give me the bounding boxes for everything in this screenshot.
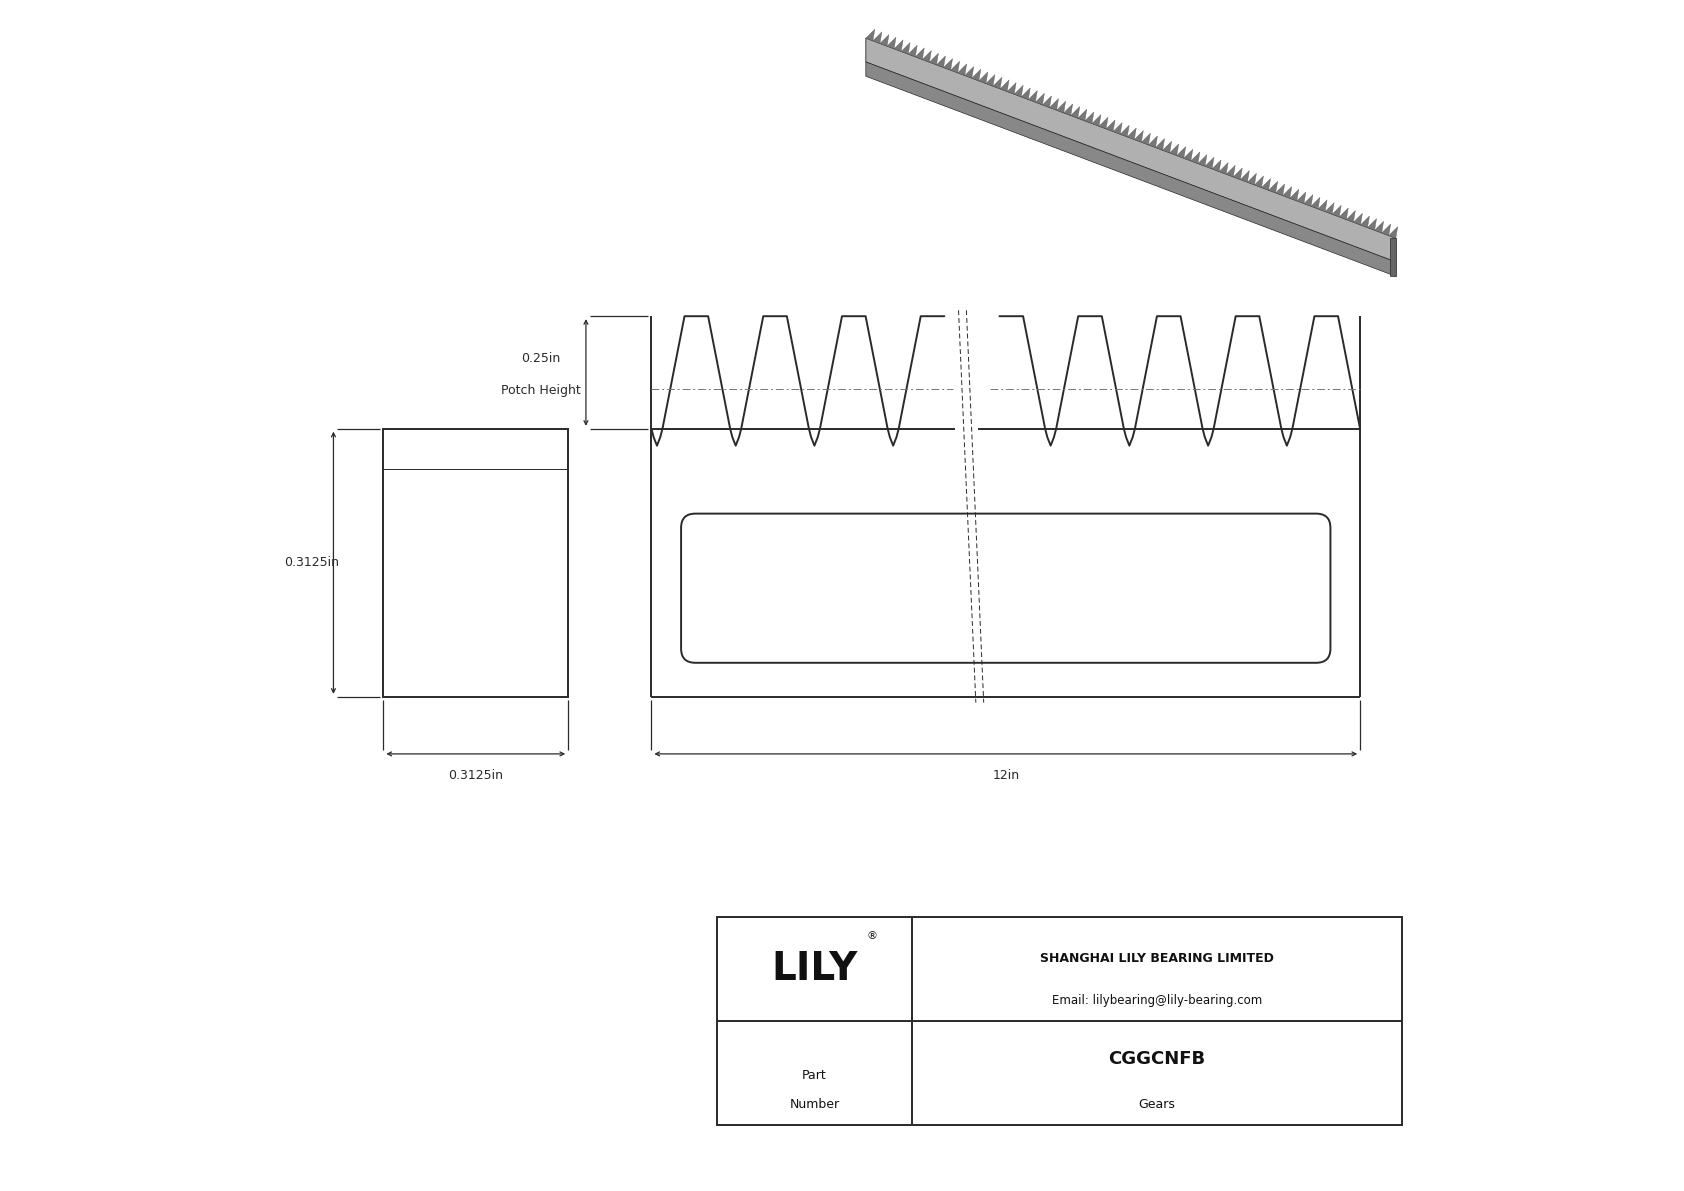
Polygon shape <box>916 48 925 60</box>
Polygon shape <box>1197 155 1207 167</box>
Polygon shape <box>1135 131 1143 142</box>
Polygon shape <box>1120 125 1130 137</box>
Polygon shape <box>872 32 882 43</box>
Polygon shape <box>923 50 931 62</box>
Polygon shape <box>1241 170 1250 182</box>
Polygon shape <box>1106 120 1115 131</box>
Polygon shape <box>943 58 953 70</box>
Text: 0.3125in: 0.3125in <box>285 556 340 569</box>
Polygon shape <box>1361 216 1369 227</box>
Polygon shape <box>936 56 945 68</box>
Polygon shape <box>1332 205 1340 217</box>
Text: LILY: LILY <box>771 950 857 989</box>
Polygon shape <box>1084 112 1095 124</box>
Polygon shape <box>1042 96 1051 107</box>
Polygon shape <box>978 71 989 83</box>
Polygon shape <box>1389 226 1398 238</box>
Polygon shape <box>1283 187 1292 198</box>
Polygon shape <box>1029 91 1037 102</box>
Polygon shape <box>1367 219 1376 230</box>
Polygon shape <box>866 38 1396 262</box>
Polygon shape <box>1191 152 1201 163</box>
Polygon shape <box>1233 168 1243 180</box>
Polygon shape <box>1374 222 1384 233</box>
Polygon shape <box>985 75 995 86</box>
Polygon shape <box>1056 101 1066 113</box>
Polygon shape <box>1091 114 1101 126</box>
Polygon shape <box>965 67 973 79</box>
Text: SHANGHAI LILY BEARING LIMITED: SHANGHAI LILY BEARING LIMITED <box>1041 953 1273 965</box>
Polygon shape <box>1071 106 1079 118</box>
Polygon shape <box>908 45 918 57</box>
Polygon shape <box>1212 160 1221 172</box>
Polygon shape <box>1312 198 1320 208</box>
Polygon shape <box>1248 173 1256 185</box>
Polygon shape <box>1155 138 1165 150</box>
Text: 0.25in: 0.25in <box>520 351 561 364</box>
Polygon shape <box>1064 104 1073 116</box>
Polygon shape <box>1389 238 1396 276</box>
Polygon shape <box>901 43 909 54</box>
Polygon shape <box>1268 181 1278 193</box>
Polygon shape <box>894 39 903 51</box>
Text: 0.3125in: 0.3125in <box>448 769 504 781</box>
Polygon shape <box>1219 163 1228 174</box>
Polygon shape <box>881 35 889 46</box>
Text: Part: Part <box>802 1070 827 1081</box>
Polygon shape <box>1177 146 1186 158</box>
Polygon shape <box>972 69 980 81</box>
Polygon shape <box>1290 189 1298 201</box>
Polygon shape <box>866 62 1396 276</box>
Polygon shape <box>1007 82 1015 94</box>
Polygon shape <box>1255 176 1263 187</box>
Polygon shape <box>1261 179 1270 191</box>
Polygon shape <box>1170 144 1179 156</box>
Polygon shape <box>887 37 896 49</box>
Polygon shape <box>1354 213 1362 225</box>
Polygon shape <box>1021 88 1031 100</box>
Text: 12in: 12in <box>992 769 1019 781</box>
Polygon shape <box>1014 86 1024 96</box>
Bar <box>717 917 1401 1125</box>
Polygon shape <box>1113 123 1122 135</box>
Polygon shape <box>1381 224 1391 236</box>
Text: Email: lilybearing@lily-bearing.com: Email: lilybearing@lily-bearing.com <box>1052 994 1261 1006</box>
Polygon shape <box>1184 149 1192 161</box>
Polygon shape <box>958 64 967 75</box>
Polygon shape <box>1346 211 1356 223</box>
Bar <box>384 429 568 697</box>
Text: ®: ® <box>866 931 877 941</box>
Text: Potch Height: Potch Height <box>500 384 581 397</box>
Polygon shape <box>1297 192 1305 204</box>
Polygon shape <box>930 54 938 64</box>
Text: Number: Number <box>790 1098 840 1111</box>
Polygon shape <box>1036 93 1044 105</box>
Polygon shape <box>866 30 874 40</box>
Polygon shape <box>951 61 960 73</box>
Polygon shape <box>1127 127 1137 139</box>
Polygon shape <box>1339 208 1349 219</box>
Polygon shape <box>1319 200 1327 212</box>
Polygon shape <box>1148 136 1157 148</box>
Polygon shape <box>1162 142 1172 152</box>
Polygon shape <box>1049 99 1059 110</box>
Polygon shape <box>1206 157 1214 169</box>
Polygon shape <box>1142 133 1150 145</box>
Polygon shape <box>1100 117 1108 129</box>
Polygon shape <box>1276 183 1285 195</box>
Polygon shape <box>1226 166 1236 176</box>
Text: Gears: Gears <box>1138 1098 1175 1111</box>
Polygon shape <box>1325 202 1334 214</box>
Polygon shape <box>1078 110 1086 120</box>
Polygon shape <box>1000 80 1009 92</box>
Polygon shape <box>1303 194 1314 206</box>
Polygon shape <box>994 77 1002 89</box>
Text: CGGCNFB: CGGCNFB <box>1108 1049 1206 1068</box>
